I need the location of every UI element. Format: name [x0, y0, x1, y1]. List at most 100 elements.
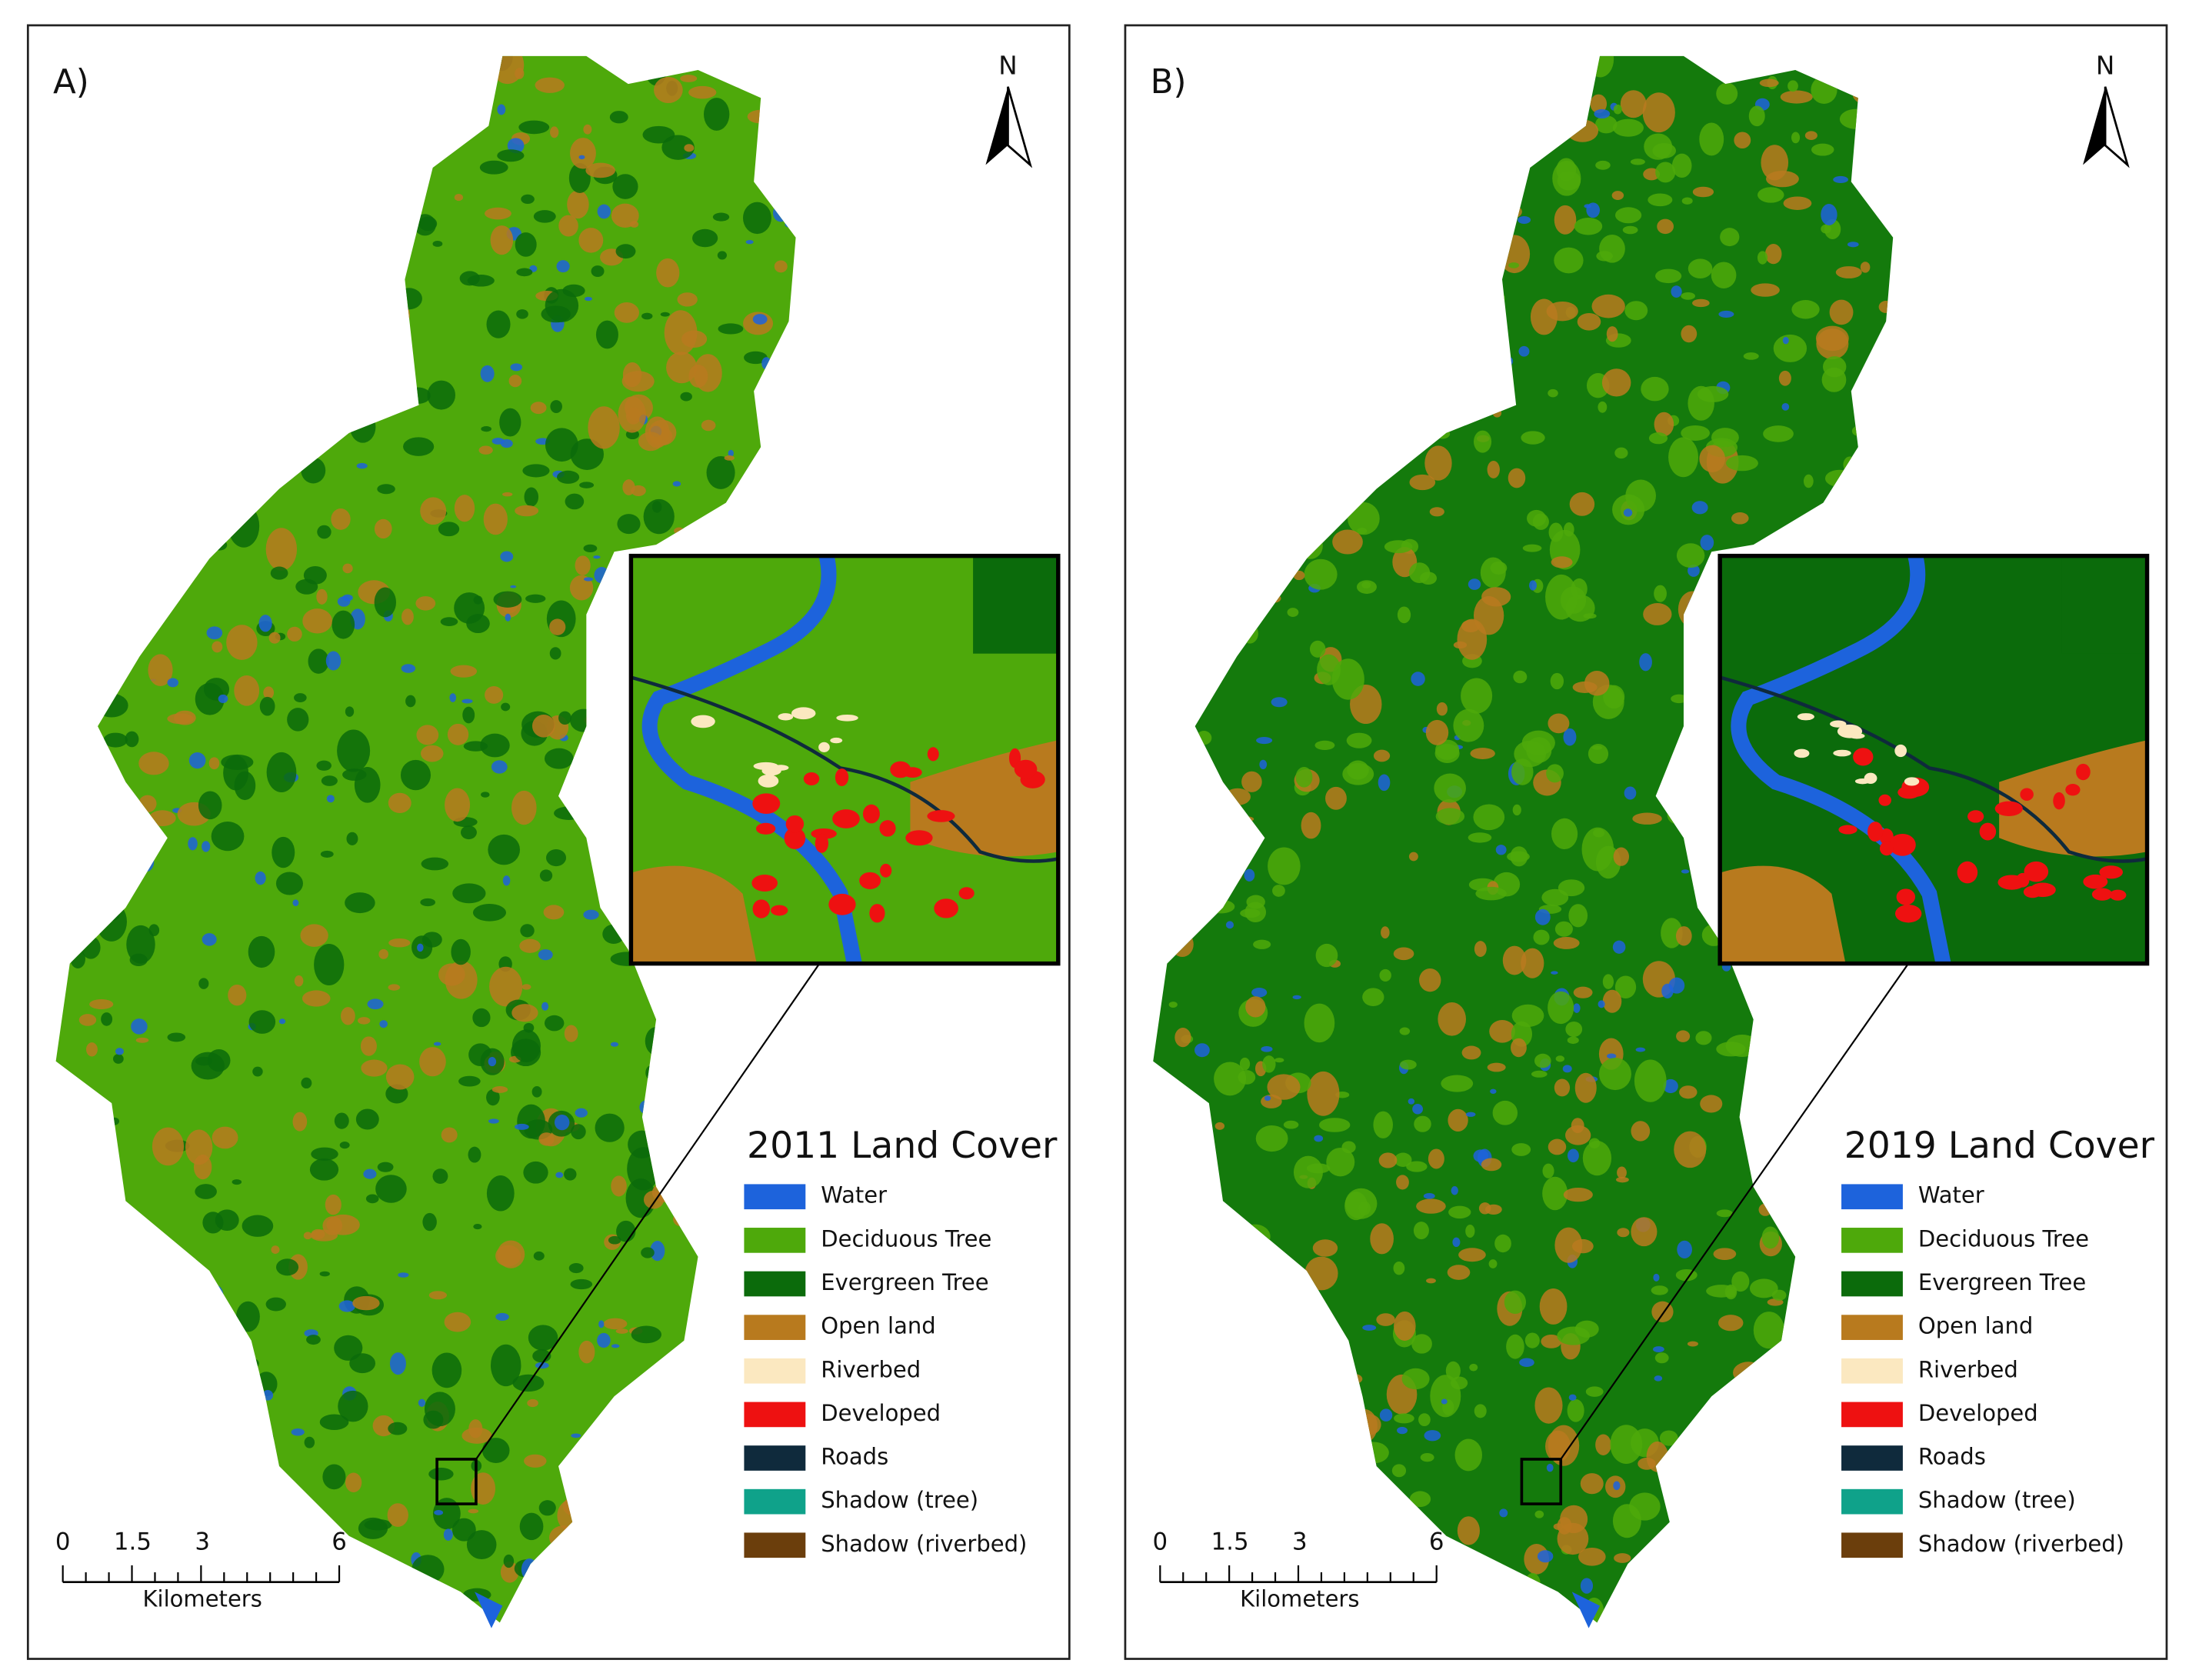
patch: [558, 711, 571, 725]
patch: [1458, 1248, 1486, 1262]
patch: [1681, 325, 1698, 343]
patch: [1541, 1334, 1562, 1348]
patch: [1453, 708, 1484, 742]
patch: [221, 754, 254, 770]
patch: [1585, 1386, 1604, 1397]
patch: [421, 932, 442, 948]
patch: [228, 984, 247, 1006]
patch: [595, 1113, 625, 1142]
inset-developed: [828, 893, 856, 915]
patch: [1632, 812, 1662, 825]
patch: [1759, 78, 1779, 88]
patch: [1764, 244, 1782, 265]
inset-developed: [859, 872, 881, 889]
patch: [1245, 996, 1266, 1018]
patch: [1681, 197, 1693, 205]
patch: [688, 365, 708, 388]
patch: [447, 723, 469, 745]
inset-developed: [880, 863, 892, 878]
panel-label: A): [53, 63, 89, 102]
patch: [1361, 582, 1371, 588]
patch: [332, 610, 355, 639]
patch: [471, 1472, 496, 1505]
patch: [1743, 352, 1759, 360]
patch: [1833, 175, 1848, 184]
patch: [472, 904, 507, 922]
patch: [445, 788, 471, 822]
patch: [1695, 1031, 1712, 1045]
patch: [672, 481, 681, 487]
inset-developed: [2083, 874, 2108, 889]
patch: [468, 1508, 479, 1514]
patch: [294, 693, 307, 703]
patch: [259, 696, 275, 716]
patch: [1428, 1148, 1444, 1169]
patch: [86, 1042, 98, 1057]
patch: [451, 938, 471, 965]
patch: [377, 484, 395, 495]
patch: [1521, 431, 1545, 445]
patch: [1731, 1271, 1750, 1292]
patch: [278, 1018, 286, 1025]
patch: [1480, 557, 1506, 588]
inset-developed: [1994, 801, 2023, 817]
patch: [1835, 266, 1862, 278]
patch: [1778, 370, 1791, 386]
patch: [570, 1278, 593, 1290]
patch: [1507, 851, 1530, 862]
patch: [1346, 732, 1372, 748]
patch: [1788, 80, 1798, 92]
patch: [360, 1036, 377, 1056]
patch: [1610, 1425, 1643, 1464]
patch: [1304, 558, 1338, 590]
inset-developed: [752, 793, 781, 814]
patch: [1261, 1094, 1282, 1108]
patch: [1681, 869, 1690, 874]
patch: [1599, 235, 1625, 263]
inset-developed: [869, 904, 885, 923]
locator-box: [1520, 1458, 1563, 1505]
patch: [467, 275, 495, 287]
patch: [1598, 401, 1608, 413]
patch: [1379, 968, 1391, 982]
patch: [450, 665, 478, 678]
patch: [1639, 653, 1652, 672]
patch: [1595, 115, 1618, 134]
patch: [325, 651, 342, 671]
patch: [1773, 334, 1808, 362]
patch: [103, 732, 128, 748]
patch: [1823, 356, 1847, 378]
patch: [1638, 1457, 1656, 1470]
patch: [321, 775, 338, 786]
patch: [125, 731, 139, 748]
inset-developed: [2099, 865, 2123, 879]
patch: [1595, 160, 1611, 170]
patch: [1557, 1326, 1591, 1345]
patch: [1568, 1394, 1577, 1401]
patch: [1413, 1222, 1429, 1240]
patch: [1606, 326, 1618, 342]
patch: [507, 138, 525, 154]
patch: [1373, 749, 1391, 762]
patch: [1551, 818, 1578, 849]
patch: [326, 795, 335, 803]
patch: [1489, 1019, 1515, 1043]
inset-riverbed: [691, 715, 715, 728]
legend-swatch: [744, 1184, 806, 1210]
patch: [488, 1118, 499, 1124]
patch: [1614, 1553, 1631, 1563]
patch: [1548, 522, 1564, 542]
patch: [533, 210, 556, 223]
patch: [533, 1251, 545, 1261]
patch: [493, 591, 522, 608]
legend-label: Deciduous Tree: [821, 1225, 991, 1252]
patch: [543, 905, 565, 920]
patch: [295, 578, 318, 595]
patch: [1546, 1463, 1554, 1472]
inset-patch: [1720, 865, 1846, 964]
patch: [544, 748, 574, 769]
patch: [420, 898, 435, 907]
patch: [1448, 1205, 1471, 1219]
patch: [308, 648, 329, 674]
patch: [491, 1086, 508, 1093]
